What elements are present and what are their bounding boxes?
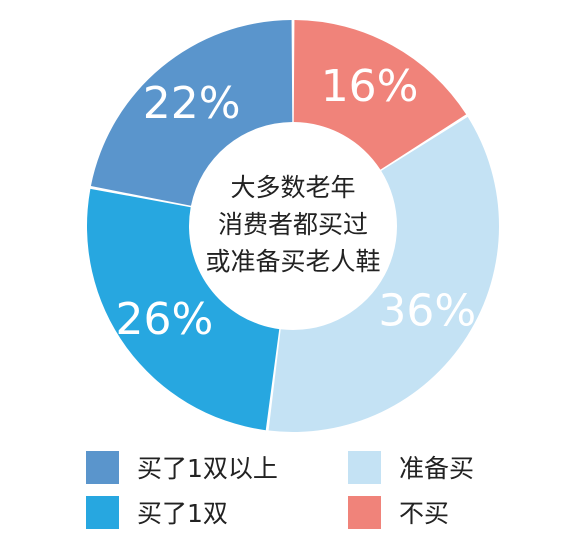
slice-label: 26% [115, 294, 213, 345]
slice-label: 22% [143, 78, 241, 129]
donut-slice [268, 116, 499, 432]
donut-slice [90, 20, 293, 206]
donut-slice [293, 20, 467, 170]
slice-label: 16% [321, 61, 419, 112]
center-text: 大多数老年 消费者都买过 或准备买老人鞋 [205, 173, 380, 276]
slice-labels-layer: 16% 36% 26% 22% [115, 61, 476, 345]
slice-label: 36% [378, 286, 476, 337]
center-text-line-1: 大多数老年 [230, 173, 355, 202]
center-text-line-2: 消费者都买过 [218, 210, 368, 239]
slices-layer [87, 20, 499, 432]
center-text-line-3: 或准备买老人鞋 [205, 247, 380, 276]
donut-slice [87, 188, 280, 431]
